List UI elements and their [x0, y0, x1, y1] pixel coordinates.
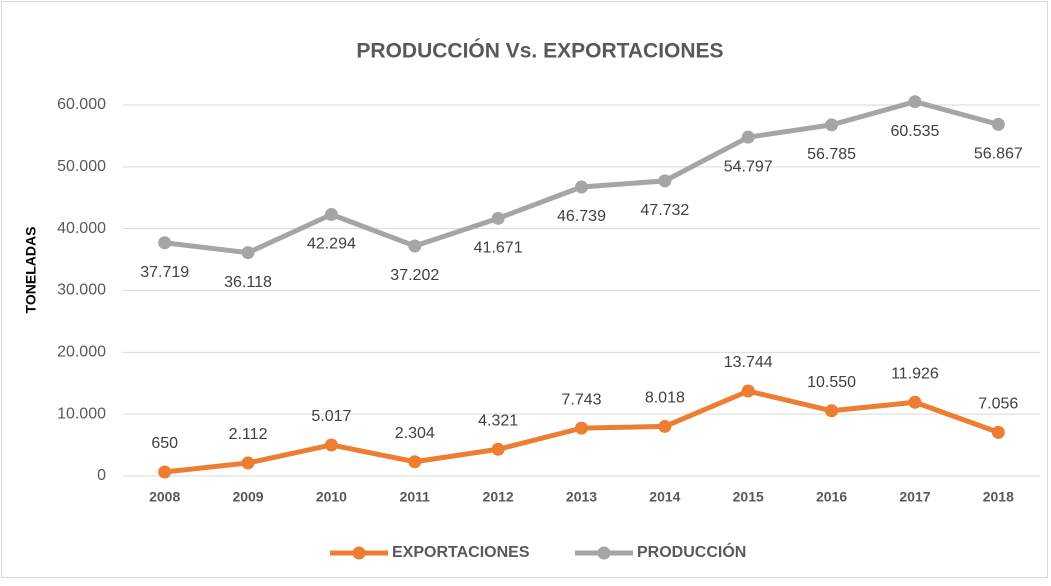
x-tick-label: 2010: [316, 489, 347, 505]
data-label: 10.550: [807, 374, 856, 391]
y-tick-label: 0: [97, 467, 106, 484]
data-label: 42.294: [307, 236, 356, 253]
data-label: 56.785: [807, 146, 856, 163]
x-tick-label: 2008: [149, 489, 180, 505]
marker: [658, 419, 672, 433]
x-tick-label: 2018: [983, 489, 1014, 505]
marker: [491, 442, 505, 456]
legend-label: PRODUCCIÓN: [637, 542, 746, 561]
data-label: 60.535: [890, 123, 939, 140]
marker: [241, 246, 255, 260]
legend-marker: [352, 546, 366, 560]
y-tick-label: 30.000: [57, 282, 106, 299]
marker: [991, 425, 1005, 439]
data-label: 41.671: [474, 240, 523, 257]
marker: [741, 384, 755, 398]
data-label: 13.744: [724, 354, 773, 371]
x-tick-label: 2017: [899, 489, 930, 505]
marker: [825, 404, 839, 418]
data-label: 37.719: [140, 264, 189, 281]
data-label: 2.304: [395, 425, 435, 442]
data-label: 650: [151, 435, 178, 452]
x-tick-label: 2015: [733, 489, 764, 505]
marker: [741, 130, 755, 144]
marker: [908, 395, 922, 409]
data-label: 2.112: [229, 426, 268, 443]
data-label: 37.202: [390, 267, 439, 284]
marker: [241, 456, 255, 470]
data-label: 47.732: [640, 202, 689, 219]
x-tick-label: 2012: [483, 489, 514, 505]
marker: [158, 236, 172, 250]
marker: [408, 455, 422, 469]
data-label: 5.017: [311, 408, 351, 425]
marker: [491, 211, 505, 225]
marker: [658, 174, 672, 188]
data-label: 46.739: [557, 208, 606, 225]
marker: [408, 239, 422, 253]
y-tick-label: 60.000: [57, 96, 106, 113]
data-label: 54.797: [724, 158, 773, 175]
marker: [324, 438, 338, 452]
data-label: 7.056: [978, 396, 1018, 413]
data-label: 11.926: [891, 365, 939, 382]
y-tick-label: 50.000: [57, 158, 106, 175]
marker: [324, 207, 338, 221]
marker: [908, 95, 922, 109]
y-tick-label: 20.000: [57, 344, 106, 361]
marker: [575, 421, 588, 435]
x-tick-label: 2016: [816, 489, 847, 505]
marker: [158, 465, 172, 479]
data-label: 4.321: [478, 413, 518, 430]
y-tick-label: 10.000: [57, 405, 106, 422]
y-tick-label: 40.000: [57, 220, 106, 237]
x-tick-label: 2009: [232, 489, 263, 505]
chart-title: PRODUCCIÓN Vs. EXPORTACIONES: [356, 39, 723, 63]
data-label: 8.018: [645, 390, 685, 407]
legend-label: EXPORTACIONES: [392, 544, 530, 561]
marker: [991, 117, 1005, 131]
x-tick-label: 2014: [649, 489, 680, 505]
x-tick-label: 2013: [566, 489, 597, 505]
data-label: 7.743: [561, 391, 601, 408]
data-label: 56.867: [974, 146, 1023, 163]
marker: [575, 180, 588, 194]
data-label: 36.118: [224, 274, 272, 291]
y-axis-label: TONELADAS: [23, 227, 39, 314]
legend-marker: [597, 546, 611, 560]
x-tick-label: 2011: [400, 489, 431, 505]
marker: [825, 118, 839, 132]
